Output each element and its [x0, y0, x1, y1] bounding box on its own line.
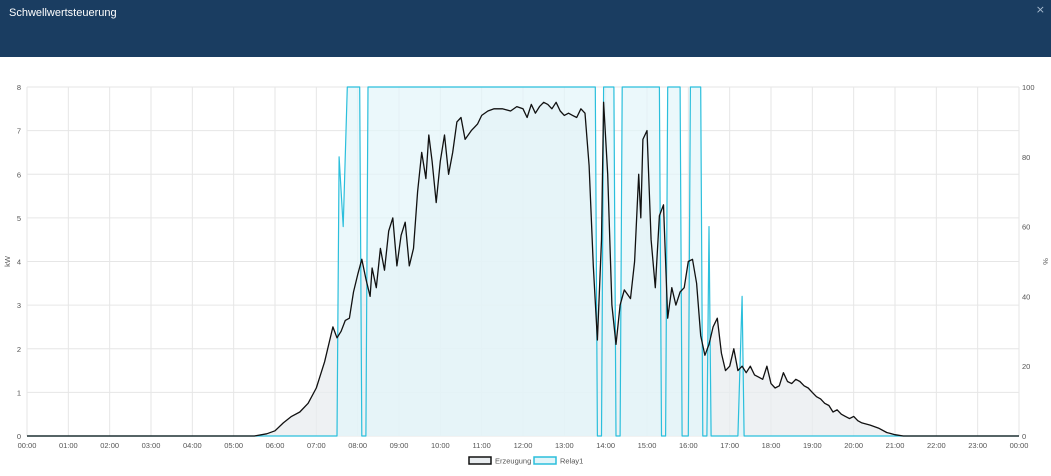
legend-swatch-erzeugung [468, 456, 492, 465]
y-tick-label: 3 [17, 301, 21, 310]
x-tick-label: 03:00 [142, 441, 161, 450]
x-tick-label: 06:00 [266, 441, 285, 450]
y-tick-label: 6 [17, 170, 21, 179]
x-tick-label: 17:00 [720, 441, 739, 450]
y-tick-label: 1 [17, 388, 21, 397]
series-area-relay1 [27, 87, 1019, 436]
y2-tick-label: 80 [1022, 153, 1030, 162]
y-tick-label: 7 [17, 127, 21, 136]
series-line-erzeugung [27, 101, 1019, 437]
legend-label-relay1: Relay1 [560, 457, 583, 466]
y-tick-label: 8 [17, 83, 21, 92]
x-tick-label: 19:00 [803, 441, 822, 450]
y-tick-label: 4 [17, 258, 21, 267]
x-tick-label: 20:00 [844, 441, 863, 450]
x-tick-label: 16:00 [679, 441, 698, 450]
y-axis-title: kW [3, 255, 12, 267]
y2-tick-label: 0 [1022, 432, 1026, 441]
window-header: Schwellwertsteuerung × [0, 0, 1051, 57]
x-tick-label: 22:00 [927, 441, 946, 450]
x-tick-label: 12:00 [514, 441, 533, 450]
x-tick-label: 11:00 [473, 441, 491, 450]
x-tick-label: 23:00 [968, 441, 987, 450]
series-line-relay1 [27, 86, 1019, 437]
x-tick-label: 10:00 [431, 441, 450, 450]
y2-tick-label: 20 [1022, 362, 1030, 371]
y2-tick-label: 60 [1022, 223, 1030, 232]
y-tick-label: 2 [17, 345, 21, 354]
x-tick-label: 07:00 [307, 441, 326, 450]
y-tick-label: 5 [17, 214, 21, 223]
x-tick-label: 05:00 [224, 441, 243, 450]
close-icon[interactable]: × [1035, 3, 1045, 16]
y2-tick-label: 40 [1022, 292, 1030, 301]
x-tick-label: 15:00 [638, 441, 657, 450]
y-tick-label: 0 [17, 432, 21, 441]
legend-label-erzeugung: Erzeugung [495, 457, 531, 466]
x-tick-label: 09:00 [390, 441, 409, 450]
legend-swatch-relay1 [533, 456, 557, 465]
x-tick-label: 13:00 [555, 441, 574, 450]
x-tick-label: 01:00 [59, 441, 78, 450]
window-title: Schwellwertsteuerung [9, 7, 117, 19]
x-tick-label: 14:00 [596, 441, 615, 450]
x-tick-label: 02:00 [100, 441, 119, 450]
x-tick-label: 04:00 [183, 441, 202, 450]
x-tick-label: 00:00 [18, 441, 37, 450]
x-tick-label: 21:00 [886, 441, 905, 450]
y2-axis-title: % [1041, 258, 1050, 265]
x-tick-label: 00:00 [1010, 441, 1029, 450]
y2-tick-label: 100 [1022, 83, 1035, 92]
x-tick-label: 18:00 [762, 441, 781, 450]
x-tick-label: 08:00 [348, 441, 367, 450]
